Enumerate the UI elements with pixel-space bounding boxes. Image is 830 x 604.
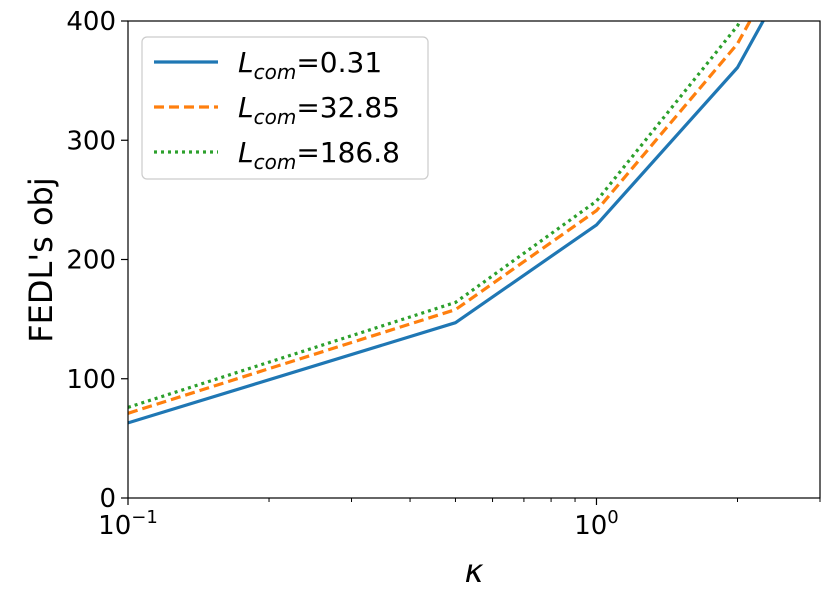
y-tick-label: 0 xyxy=(99,484,116,514)
legend: Lcom=0.31 Lcom=32.85 Lcom=186.8 xyxy=(141,36,429,180)
legend-label-3: Lcom=186.8 xyxy=(238,136,400,174)
series-line-1 xyxy=(128,21,765,425)
y-tick-label: 100 xyxy=(66,365,116,395)
y-tick-label: 300 xyxy=(66,126,116,156)
y-tick-label: 400 xyxy=(66,7,116,37)
legend-box xyxy=(141,36,429,180)
y-axis-title: FEDL's obj xyxy=(22,177,60,343)
y-axis-ticks: 0 100 200 300 400 xyxy=(66,7,128,514)
legend-label-2: Lcom=32.85 xyxy=(238,91,400,129)
x-axis-title: κ xyxy=(465,552,484,590)
series-line-2 xyxy=(128,21,752,415)
y-tick-label: 200 xyxy=(66,246,116,276)
x-axis-ticks: 10−1 100 xyxy=(98,498,821,541)
x-tick-label: 10−1 xyxy=(98,507,158,541)
series-layer xyxy=(128,21,765,425)
legend-label-1: Lcom=0.31 xyxy=(238,46,382,84)
x-tick-label: 100 xyxy=(574,507,619,541)
